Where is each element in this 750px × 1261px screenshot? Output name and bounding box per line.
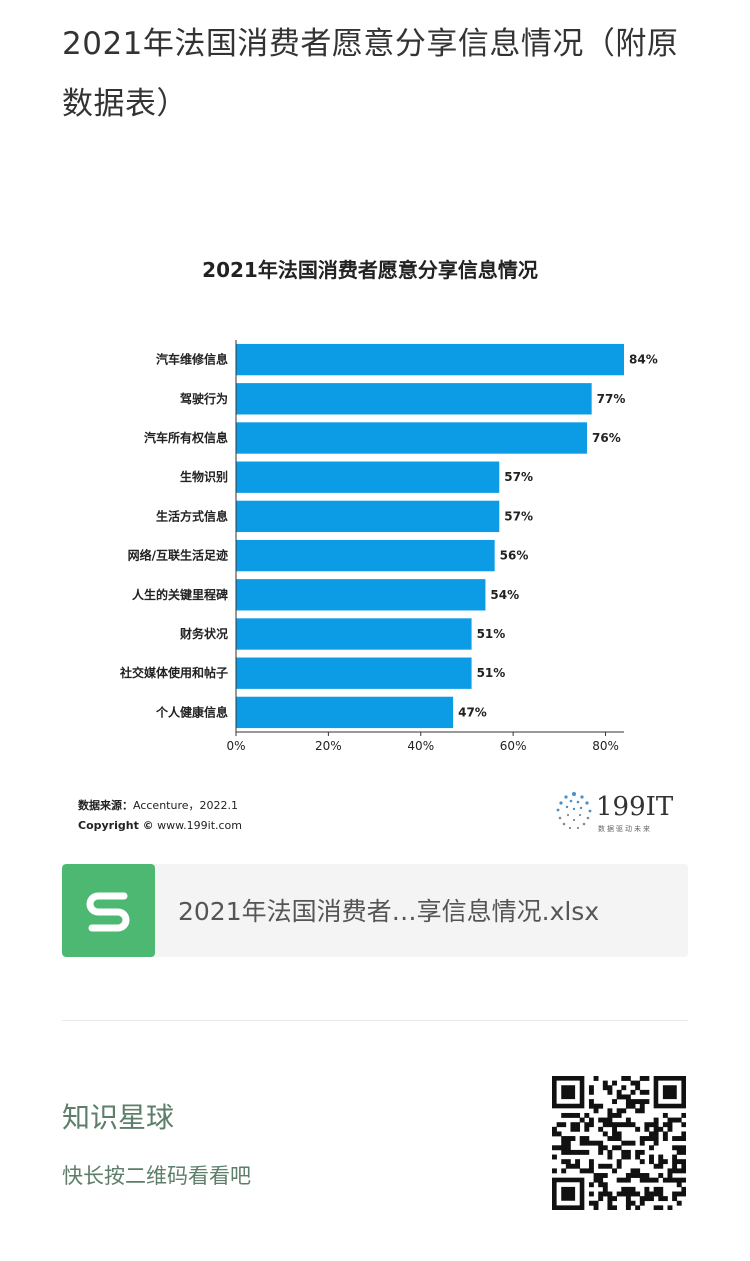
category-label: 人生的关键里程碑 xyxy=(132,587,228,602)
data-label: 56% xyxy=(500,549,529,563)
data-label: 77% xyxy=(597,392,626,406)
qr-code-icon[interactable] xyxy=(552,1076,686,1210)
promo-subtitle: 快长按二维码看看吧 xyxy=(62,1164,251,1188)
data-label: 57% xyxy=(504,509,533,523)
divider xyxy=(62,1020,688,1021)
category-label: 驾驶行为 xyxy=(179,391,228,406)
bar xyxy=(236,383,592,415)
199it-logo: 199IT 数据驱动未来 xyxy=(554,790,684,840)
spreadsheet-s-icon xyxy=(62,864,155,957)
category-label: 财务状况 xyxy=(179,626,228,641)
logo-dots-icon xyxy=(556,792,592,830)
source-text: Accenture，2022.1 xyxy=(133,799,238,812)
logo-text: 199IT xyxy=(596,792,674,822)
bar xyxy=(236,461,500,493)
category-label: 生活方式信息 xyxy=(156,508,228,523)
copyright-label: Copyright © xyxy=(78,819,154,832)
bar xyxy=(236,696,454,729)
category-label: 汽车所有权信息 xyxy=(144,430,228,445)
category-label: 汽车维修信息 xyxy=(156,352,228,367)
bar xyxy=(236,657,472,689)
data-label: 47% xyxy=(458,705,487,719)
x-tick-label: 40% xyxy=(407,739,434,753)
chart-title: 2021年法国消费者愿意分享信息情况 xyxy=(202,258,538,282)
x-tick-label: 20% xyxy=(315,739,342,753)
category-label: 社交媒体使用和帖子 xyxy=(119,665,228,680)
bar xyxy=(236,500,500,533)
data-label: 76% xyxy=(592,431,621,445)
bar xyxy=(236,618,472,650)
logo-tagline: 数据驱动未来 xyxy=(598,825,652,833)
x-tick-label: 0% xyxy=(226,739,245,753)
copyright-text: www.199it.com xyxy=(157,819,243,832)
data-label: 57% xyxy=(504,470,533,484)
chart-image: 2021年法国消费者愿意分享信息情况 汽车维修信息 84% 驾驶行为 77% 汽车所有权… xyxy=(60,230,700,850)
source-label: 数据来源： xyxy=(78,799,133,812)
bar xyxy=(236,579,486,611)
promo-title: 知识星球 xyxy=(62,1101,175,1134)
category-label: 个人健康信息 xyxy=(155,704,228,719)
category-label: 网络/互联生活足迹 xyxy=(128,548,228,563)
file-name[interactable]: 2021年法国消费者…享信息情况.xlsx xyxy=(178,897,600,926)
data-label: 54% xyxy=(490,588,519,602)
x-tick-label: 80% xyxy=(592,739,619,753)
bar xyxy=(236,343,624,376)
category-label: 生物识别 xyxy=(180,469,228,484)
data-label: 51% xyxy=(477,666,506,680)
data-label: 51% xyxy=(477,627,506,641)
article-title: 2021年法国消费者愿意分享信息情况（附原数据表） xyxy=(62,26,679,122)
bar-chart: 汽车维修信息 84% 驾驶行为 77% 汽车所有权信息 76% 生物识别 57% 生活方式信息 5… xyxy=(119,340,658,753)
bar xyxy=(236,422,588,454)
chart-source: 数据来源：Accenture，2022.1 Copyright © www.19… xyxy=(78,796,242,836)
x-tick-label: 60% xyxy=(500,739,527,753)
data-label: 84% xyxy=(629,353,658,367)
attachment-file-card[interactable]: 2021年法国消费者…享信息情况.xlsx xyxy=(62,864,688,957)
bar xyxy=(236,539,495,572)
